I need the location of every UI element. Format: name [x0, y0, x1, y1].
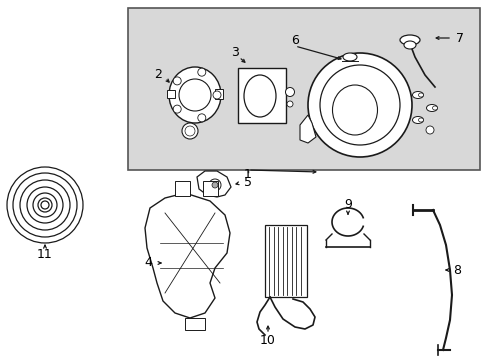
Ellipse shape [399, 35, 419, 45]
Circle shape [173, 105, 181, 113]
Circle shape [425, 126, 433, 134]
Bar [167, 90, 175, 98]
Text: 7: 7 [455, 31, 463, 45]
Circle shape [184, 126, 195, 136]
Ellipse shape [403, 41, 415, 49]
Text: 5: 5 [244, 176, 251, 189]
Polygon shape [145, 193, 229, 318]
Bar [215, 89, 223, 99]
Circle shape [213, 91, 221, 99]
Circle shape [13, 173, 77, 237]
Ellipse shape [431, 106, 437, 110]
Circle shape [197, 114, 205, 122]
Text: 6: 6 [290, 33, 298, 46]
Circle shape [179, 79, 210, 111]
Circle shape [212, 182, 218, 188]
Text: 4: 4 [144, 256, 152, 270]
Circle shape [285, 87, 294, 96]
Circle shape [182, 123, 198, 139]
Text: 1: 1 [244, 167, 251, 180]
Circle shape [197, 68, 205, 76]
Ellipse shape [412, 117, 423, 123]
Bar [203, 181, 218, 196]
Circle shape [307, 53, 411, 157]
Ellipse shape [426, 104, 437, 112]
Text: 10: 10 [260, 333, 275, 346]
Circle shape [319, 65, 399, 145]
Polygon shape [197, 171, 230, 197]
Ellipse shape [418, 118, 423, 122]
Ellipse shape [244, 75, 275, 117]
Circle shape [20, 180, 70, 230]
Circle shape [27, 187, 63, 223]
Ellipse shape [332, 85, 377, 135]
Circle shape [173, 77, 181, 85]
Circle shape [7, 167, 83, 243]
Bar [238, 68, 285, 123]
Circle shape [286, 101, 292, 107]
Ellipse shape [412, 91, 423, 99]
Circle shape [208, 179, 221, 191]
Bar [175, 181, 190, 196]
Circle shape [41, 201, 49, 209]
Circle shape [38, 198, 52, 212]
Bar [184, 318, 204, 330]
Text: 9: 9 [344, 198, 351, 211]
Circle shape [33, 193, 57, 217]
Ellipse shape [342, 53, 356, 61]
Bar [264, 225, 306, 297]
Text: 11: 11 [37, 248, 53, 261]
Text: 2: 2 [154, 68, 162, 81]
Ellipse shape [418, 93, 423, 97]
Polygon shape [299, 115, 315, 143]
Ellipse shape [169, 67, 221, 123]
Text: 3: 3 [231, 46, 239, 59]
Bar [128, 8, 479, 170]
Text: 8: 8 [452, 264, 460, 276]
